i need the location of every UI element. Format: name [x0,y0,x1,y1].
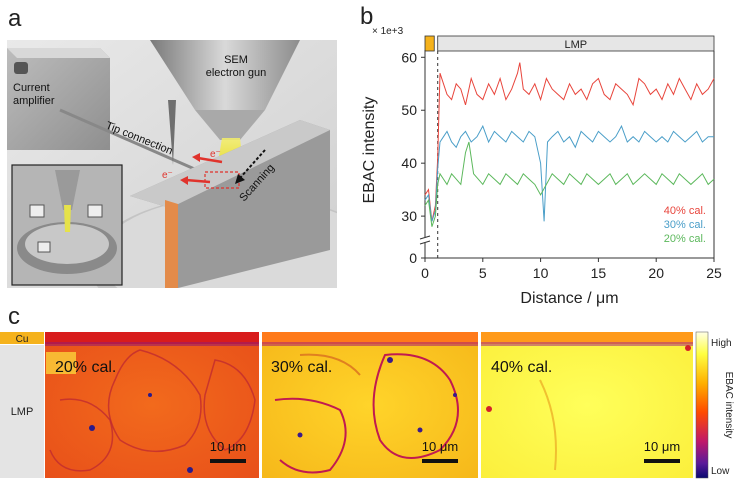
tip-wire [59,108,216,180]
colorbar-low-label: Low [711,466,730,477]
lmp-band-label: LMP [565,39,588,51]
electron-label-2: e⁻ [162,170,173,181]
legend-entry: 30% cal. [664,219,706,231]
panel-a-letter: a [8,5,22,32]
cu-layer [165,200,178,288]
cu-side-band [0,332,44,344]
ebac-line-chart: LMP 0 30 40 50 60 0 5 10 15 20 25 Distance / μm EBAC … [361,26,722,307]
x-axis-label: Distance / μm [520,290,618,307]
connector-icon [14,62,28,74]
legend-entry: 40% cal. [664,205,706,217]
map-20-label: 20% cal. [55,359,116,376]
sem-label-2: electron gun [206,67,267,79]
lmp-side-band [0,345,44,478]
panel-c: Cu LMP 20% cal. 10 μm [0,331,734,479]
electron-arrow-1 [197,156,223,164]
series-line-30-cal- [424,124,714,222]
electron-label-1: e⁻ [210,149,221,160]
y-axis-label: EBAC intensity [361,97,378,204]
x-tick-label: 15 [591,265,607,281]
electron-arrow-2 [185,178,211,184]
x-tick-label: 5 [479,265,487,281]
map-20-scalebar-label: 10 μm [210,439,246,454]
axis-break-mark-1 [419,235,431,240]
current-amplifier-label-1: Current [13,82,50,94]
axis-break-mark-2 [419,240,431,245]
inset-photo [11,164,123,286]
cu-band [424,35,435,52]
x-tick-label: 0 [421,265,429,281]
colorbar-title: EBAC intensity [723,372,734,439]
lmp-side-label: LMP [11,406,34,418]
y-tick-label: 30 [401,208,417,224]
series-line-40-cal- [424,62,715,222]
y-tick-label: 0 [409,250,417,266]
map-40-label: 40% cal. [491,359,552,376]
ebac-map-40: 40% cal. 10 μm [481,332,693,478]
panel-c-letter: c [8,303,20,330]
ebac-map-30: 30% cal. 10 μm [262,332,478,478]
current-amplifier-box [7,48,110,150]
sem-label-1: SEM [224,54,248,66]
map-20-scalebar [210,459,246,463]
lmp-band [437,35,715,52]
y-multiplier-label: × 1e+3 [372,26,404,37]
sample-slab [130,120,330,288]
map-30-scalebar-label: 10 μm [422,439,458,454]
legend-entry: 20% cal. [664,233,706,245]
y-tick-label: 40 [401,155,417,171]
probe-needle [168,100,176,165]
current-amplifier-label-2: amplifier [13,95,55,107]
map-40-scalebar [644,459,680,463]
y-tick-label: 60 [401,49,417,65]
panel-b-letter: b [360,3,373,30]
map-30-scalebar [422,459,458,463]
x-tick-label: 10 [533,265,549,281]
x-tick-label: 25 [706,265,722,281]
colorbar-high-label: High [711,338,732,349]
colorbar [695,331,709,479]
sem-electron-gun [150,40,300,140]
cu-side-label: Cu [16,334,29,345]
series-line-20-cal- [424,141,715,227]
ebac-map-20: 20% cal. 10 μm [45,332,259,478]
map-30-label: 30% cal. [271,359,332,376]
panel-a: Current amplifier SEM electron gun Tip c… [7,40,337,288]
x-tick-label: 20 [648,265,664,281]
y-tick-label: 50 [401,102,417,118]
map-40-scalebar-label: 10 μm [644,439,680,454]
scanning-arrow [239,149,266,179]
